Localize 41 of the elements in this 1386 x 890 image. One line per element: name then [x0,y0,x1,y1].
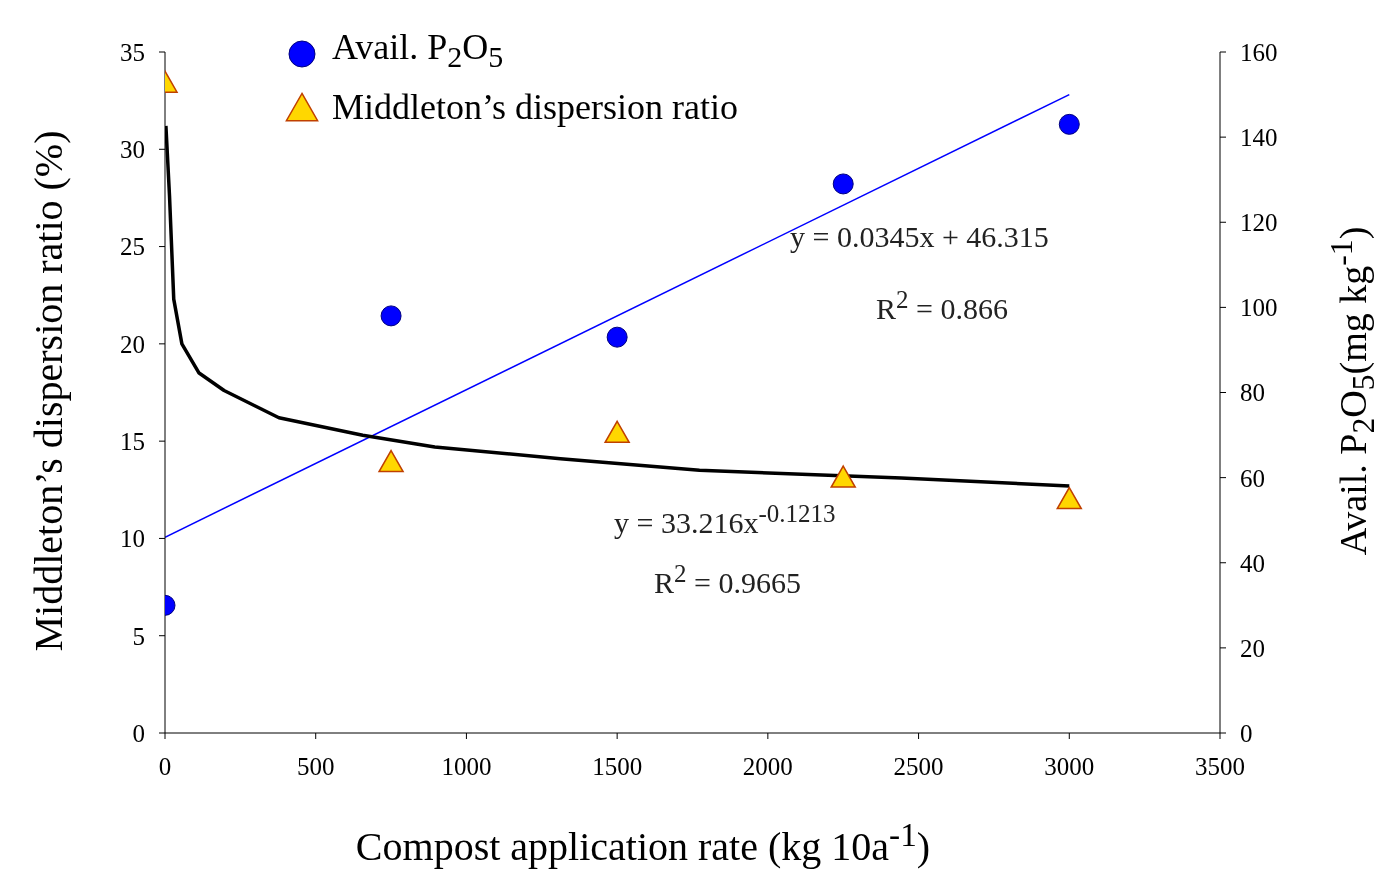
point [604,420,630,444]
y2-tick-label: 160 [1240,38,1278,66]
y2-tick-label: 20 [1240,634,1265,662]
y-tick-label: 5 [132,622,145,650]
x-tick-label: 3500 [1195,752,1245,780]
x-tick-label: 2000 [742,752,793,780]
y-tick-label: 0 [132,719,145,747]
annotation: y = 0.0345x + 46.315 [790,220,1049,254]
point [606,326,628,348]
point [1058,113,1080,135]
x-tick-label: 3000 [1044,752,1095,780]
y-tick-label: 35 [120,38,145,66]
legend-label: Avail. P$_{2}$O$_{5}$ [332,26,504,76]
annotation: y = 33.216x$^{-0.1213}$ [614,500,836,540]
y2-tick-label: 60 [1240,464,1265,492]
legend-label: Middleton’s dispersion ratio [332,86,738,130]
x-tick-label: 1500 [592,752,643,780]
y-tick-label: 25 [120,233,145,261]
y2-tick-label: 100 [1240,294,1278,322]
x-tick-label: 2500 [893,752,944,780]
point [1056,486,1083,510]
y2-tick-label: 40 [1240,549,1265,577]
y-tick-label: 15 [120,428,145,456]
y-tick-label: 30 [120,136,145,164]
annotation: R$^{2}$ = 0.866 [876,286,1008,326]
y2-tick-label: 80 [1240,379,1265,407]
point [380,305,402,327]
point [378,449,404,473]
x-tick-label: 500 [296,752,335,780]
y2-tick-label: 140 [1240,124,1278,151]
annotation: R$^{2}$ = 0.9665 [654,560,801,600]
y2-tick-label: 120 [1240,209,1278,237]
y-tick-label: 20 [120,330,145,358]
point [832,173,854,195]
y-tick-label: 10 [120,525,145,553]
y-axis-title: Middleton’s dispersion ratio (%) [24,130,72,652]
x-axis-title: Compost application rate (kg 10a$^{-1}$) [354,816,932,871]
x-tick-label: 1000 [441,752,492,780]
point [830,465,856,488]
x-tick-label: 0 [158,752,172,780]
y2-tick-label: 0 [1240,719,1253,747]
